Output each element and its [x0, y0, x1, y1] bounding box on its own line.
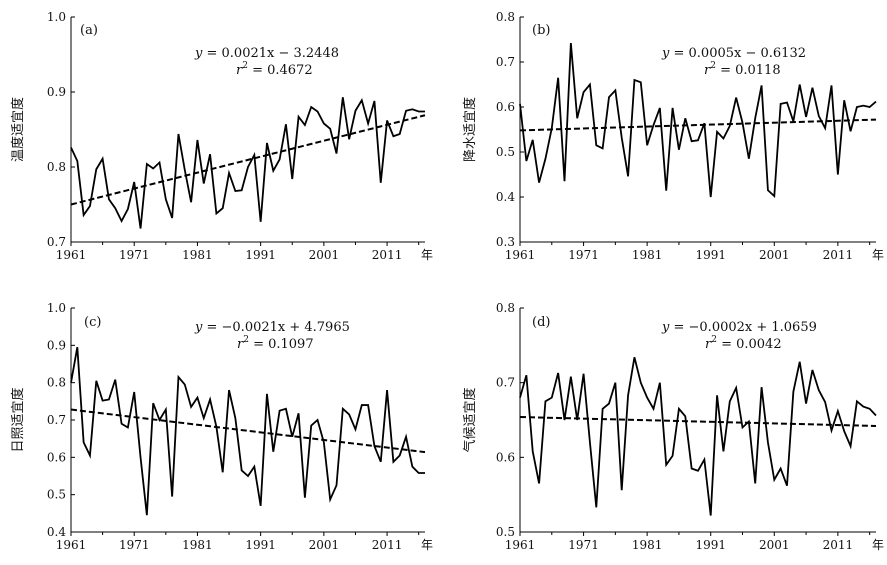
x-axis-unit: 年 — [872, 538, 884, 552]
trend-line — [519, 416, 877, 427]
r-squared: r2 = 0.0118 — [704, 61, 781, 78]
x-tick-label: 1971 — [568, 248, 599, 262]
x-tick-label: 1961 — [56, 248, 87, 262]
panel-d: 气候适宜度 (d) y = −0.0002x + 1.0659 r2 = 0.0… — [462, 301, 884, 552]
panel-a: 温度适宜度 (a) y = 0.0021x − 3.2448 r2 = 0.46… — [10, 10, 433, 262]
x-tick-label: 2001 — [309, 538, 340, 552]
y-tick-label: 0.4 — [496, 190, 515, 204]
x-tick-label: 1961 — [505, 248, 536, 262]
y-tick-label: 1.0 — [47, 301, 66, 315]
y-tick-label: 0.8 — [47, 160, 66, 174]
y-axis-title: 气候适宜度 — [462, 387, 478, 452]
regression-equation: y = 0.0021x − 3.2448 — [194, 46, 339, 61]
regression-equation: y = 0.0005x − 0.6132 — [661, 46, 806, 61]
y-tick-label: 0.8 — [496, 301, 515, 315]
y-axis-title: 温度适宜度 — [10, 97, 26, 162]
x-tick-label: 1981 — [182, 538, 213, 552]
y-tick-label: 0.4 — [47, 525, 66, 539]
y-tick-label: 0.6 — [496, 450, 515, 464]
regression-equation: y = −0.0021x + 4.7965 — [194, 320, 350, 335]
y-tick-label: 0.5 — [496, 525, 515, 539]
series-line-observed — [70, 97, 425, 229]
x-tick-label: 1981 — [182, 248, 213, 262]
x-tick-label: 1971 — [119, 248, 150, 262]
x-tick-label: 1991 — [245, 538, 276, 552]
regression-equation: y = −0.0002x + 1.0659 — [661, 320, 817, 335]
y-axis-title: 日照适宜度 — [10, 387, 26, 452]
trend-line — [70, 408, 426, 454]
panel-c: 日照适宜度 (c) y = −0.0021x + 4.7965 r2 = 0.1… — [10, 301, 433, 552]
trend-line — [519, 118, 877, 132]
panel-label: (d) — [532, 315, 550, 330]
y-tick-label: 0.7 — [47, 235, 66, 249]
panel-label: (b) — [532, 23, 550, 38]
r-squared: r2 = 0.0042 — [705, 335, 782, 352]
x-tick-label: 1971 — [568, 538, 599, 552]
y-axis-title: 降水适宜度 — [462, 97, 478, 162]
y-tick-label: 0.8 — [496, 10, 515, 24]
y-tick-label: 0.6 — [496, 100, 515, 114]
x-tick-label: 2011 — [823, 248, 854, 262]
x-tick-label: 2001 — [309, 248, 340, 262]
panel-b: 降水适宜度 (b) y = 0.0005x − 0.6132 r2 = 0.01… — [462, 10, 884, 262]
y-tick-label: 0.7 — [496, 376, 515, 390]
x-tick-label: 2011 — [372, 248, 403, 262]
series-line-observed — [519, 43, 877, 199]
y-tick-label: 0.6 — [47, 450, 66, 464]
x-tick-label: 2011 — [372, 538, 403, 552]
x-axis-unit: 年 — [421, 538, 433, 552]
series-line-observed — [519, 357, 877, 516]
x-tick-label: 2001 — [759, 538, 790, 552]
y-tick-label: 0.7 — [496, 55, 515, 69]
panel-label: (a) — [80, 23, 98, 38]
x-tick-label: 1991 — [695, 248, 726, 262]
trend-line — [70, 114, 426, 206]
x-tick-label: 1961 — [505, 538, 536, 552]
panel-label: (c) — [84, 315, 101, 330]
x-tick-label: 1981 — [632, 248, 663, 262]
y-tick-label: 0.3 — [496, 235, 515, 249]
x-tick-label: 1991 — [695, 538, 726, 552]
x-tick-label: 1971 — [119, 538, 150, 552]
x-tick-label: 1991 — [245, 248, 276, 262]
r-squared: r2 = 0.1097 — [237, 335, 314, 352]
series-line-observed — [70, 347, 425, 516]
x-axis-unit: 年 — [421, 248, 433, 262]
x-tick-label: 1981 — [632, 538, 663, 552]
y-tick-label: 1.0 — [47, 10, 66, 24]
y-tick-label: 0.9 — [47, 338, 66, 352]
y-tick-label: 0.7 — [47, 413, 66, 427]
x-tick-label: 1961 — [56, 538, 87, 552]
x-tick-label: 2001 — [759, 248, 790, 262]
y-tick-label: 0.9 — [47, 85, 66, 99]
x-tick-label: 2011 — [823, 538, 854, 552]
x-axis-unit: 年 — [872, 248, 884, 262]
y-tick-label: 0.5 — [496, 145, 515, 159]
y-tick-label: 0.5 — [47, 488, 66, 502]
y-tick-label: 0.8 — [47, 376, 66, 390]
r-squared: r2 = 0.4672 — [236, 61, 313, 78]
